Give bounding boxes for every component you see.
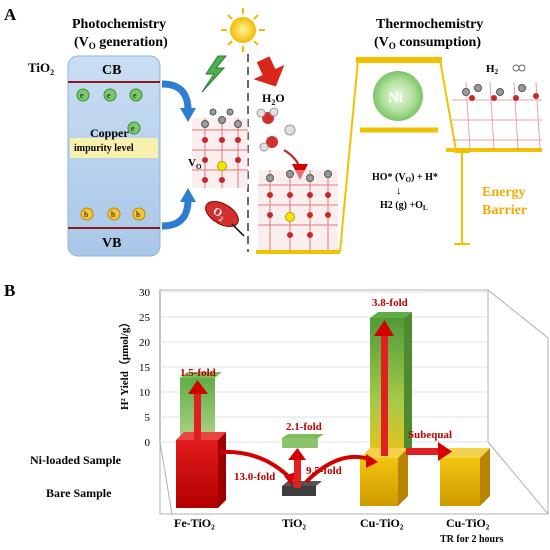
water-molecules: [256, 107, 296, 152]
category-fe-tio2: Fe-TiO₂: [174, 516, 215, 530]
thermochemistry-title: Thermochemistry: [376, 17, 483, 32]
bar-cu-tio2-tr-bare: [440, 448, 490, 506]
photochemistry-subtitle: (VO generation): [74, 35, 168, 51]
annotation-3-8-fold: 3.8-fold: [372, 297, 408, 309]
thermochemistry-subtitle: (VO consumption): [374, 35, 481, 51]
bar-fe-tio2-bare: [176, 432, 226, 508]
row-label-ni-loaded: Ni-loaded Sample: [30, 453, 122, 467]
lattice-center: [258, 170, 338, 250]
h2-label: H2: [486, 63, 499, 76]
photochemistry-title: Photochemistry: [72, 17, 166, 32]
electron-transfer-arrow: [161, 80, 192, 111]
copper-impurity-band: [70, 138, 158, 158]
ni-label: Ni: [388, 90, 403, 106]
ni-particle: [373, 71, 423, 121]
vo-label: VO: [188, 157, 202, 171]
electron-copper: [127, 121, 141, 135]
reaction-line-1: HO* (VO) + H*: [372, 172, 438, 184]
svg-text:e: e: [133, 91, 137, 100]
tio2-label: TiO2: [28, 60, 54, 77]
y-tick-label: 5: [145, 412, 151, 424]
annotation-13-0-fold: 13.0-fold: [234, 471, 275, 483]
hole-transfer-arrow: [161, 199, 192, 230]
category-tio2: TiO₂: [282, 516, 306, 530]
fold-arrows: [188, 320, 452, 488]
bars: [176, 312, 490, 508]
h2-molecule-icon: [512, 64, 526, 72]
annotation-2-1-fold: 2.1-fold: [286, 421, 322, 433]
barrier-label: Barrier: [482, 203, 527, 218]
lightning-icon: [201, 55, 228, 93]
panel-a-label: A: [4, 5, 17, 24]
panel-b-label: B: [4, 281, 15, 300]
light-arrow-icon: [253, 56, 285, 87]
row-label-bare: Bare Sample: [46, 486, 112, 500]
svg-text:e: e: [107, 91, 111, 100]
y-tick-label: 15: [139, 362, 151, 374]
lattice-vo-generation: [192, 108, 248, 188]
cb-label: CB: [102, 63, 121, 78]
reaction-arrow: ↓: [396, 185, 402, 197]
category-cu-tio2: Cu-TiO₂: [360, 516, 404, 530]
sun-icon: [221, 8, 265, 52]
bar-tio2-ni: [282, 434, 324, 448]
y-tick-label: 30: [139, 287, 151, 299]
svg-text:2: 2: [218, 215, 225, 224]
annotation-subequal: Subequal: [408, 429, 452, 441]
svg-text:h: h: [111, 210, 115, 219]
electron-copper-label: e: [131, 124, 135, 133]
svg-text:e: e: [80, 91, 84, 100]
bar-cu-tio2-bare: [360, 448, 408, 506]
hole-transfer-arrowhead: [180, 188, 196, 202]
category-cu-tio2-tr: Cu-TiO₂: [446, 516, 490, 530]
water-adsorb-arrow: [283, 149, 308, 180]
annotation-1-5-fold: 1.5-fold: [180, 367, 216, 379]
y-tick-label: 10: [139, 387, 151, 399]
annotation-9-5-fold: 9.5-fold: [306, 465, 342, 477]
bar-tio2-bare: [282, 481, 322, 496]
h2o-label: H2O: [262, 91, 285, 107]
reaction-line-2: H2 (g) +OL: [380, 200, 428, 212]
y-tick-label: 25: [139, 312, 151, 324]
category-cu-tio2-tr-sub: TR for 2 hours: [440, 534, 504, 545]
o2-release-arrow: [231, 223, 245, 237]
copper-label: Copper: [90, 126, 129, 140]
lattice-right: [452, 81, 542, 151]
holes: h h h: [80, 207, 146, 221]
vb-label: VB: [102, 236, 121, 251]
svg-text:h: h: [136, 210, 140, 219]
electron-transfer-arrowhead: [180, 108, 196, 122]
svg-text:h: h: [84, 210, 88, 219]
o2-molecule: O 2: [205, 201, 239, 227]
energy-label: Energy: [482, 185, 526, 200]
y-axis-label: H² Yield（μmol/g）: [118, 317, 131, 410]
y-tick-label: 0: [145, 437, 151, 449]
y-tick-label: 20: [139, 337, 151, 349]
electrons: e e e: [76, 88, 143, 102]
impurity-label: impurity level: [74, 143, 134, 154]
